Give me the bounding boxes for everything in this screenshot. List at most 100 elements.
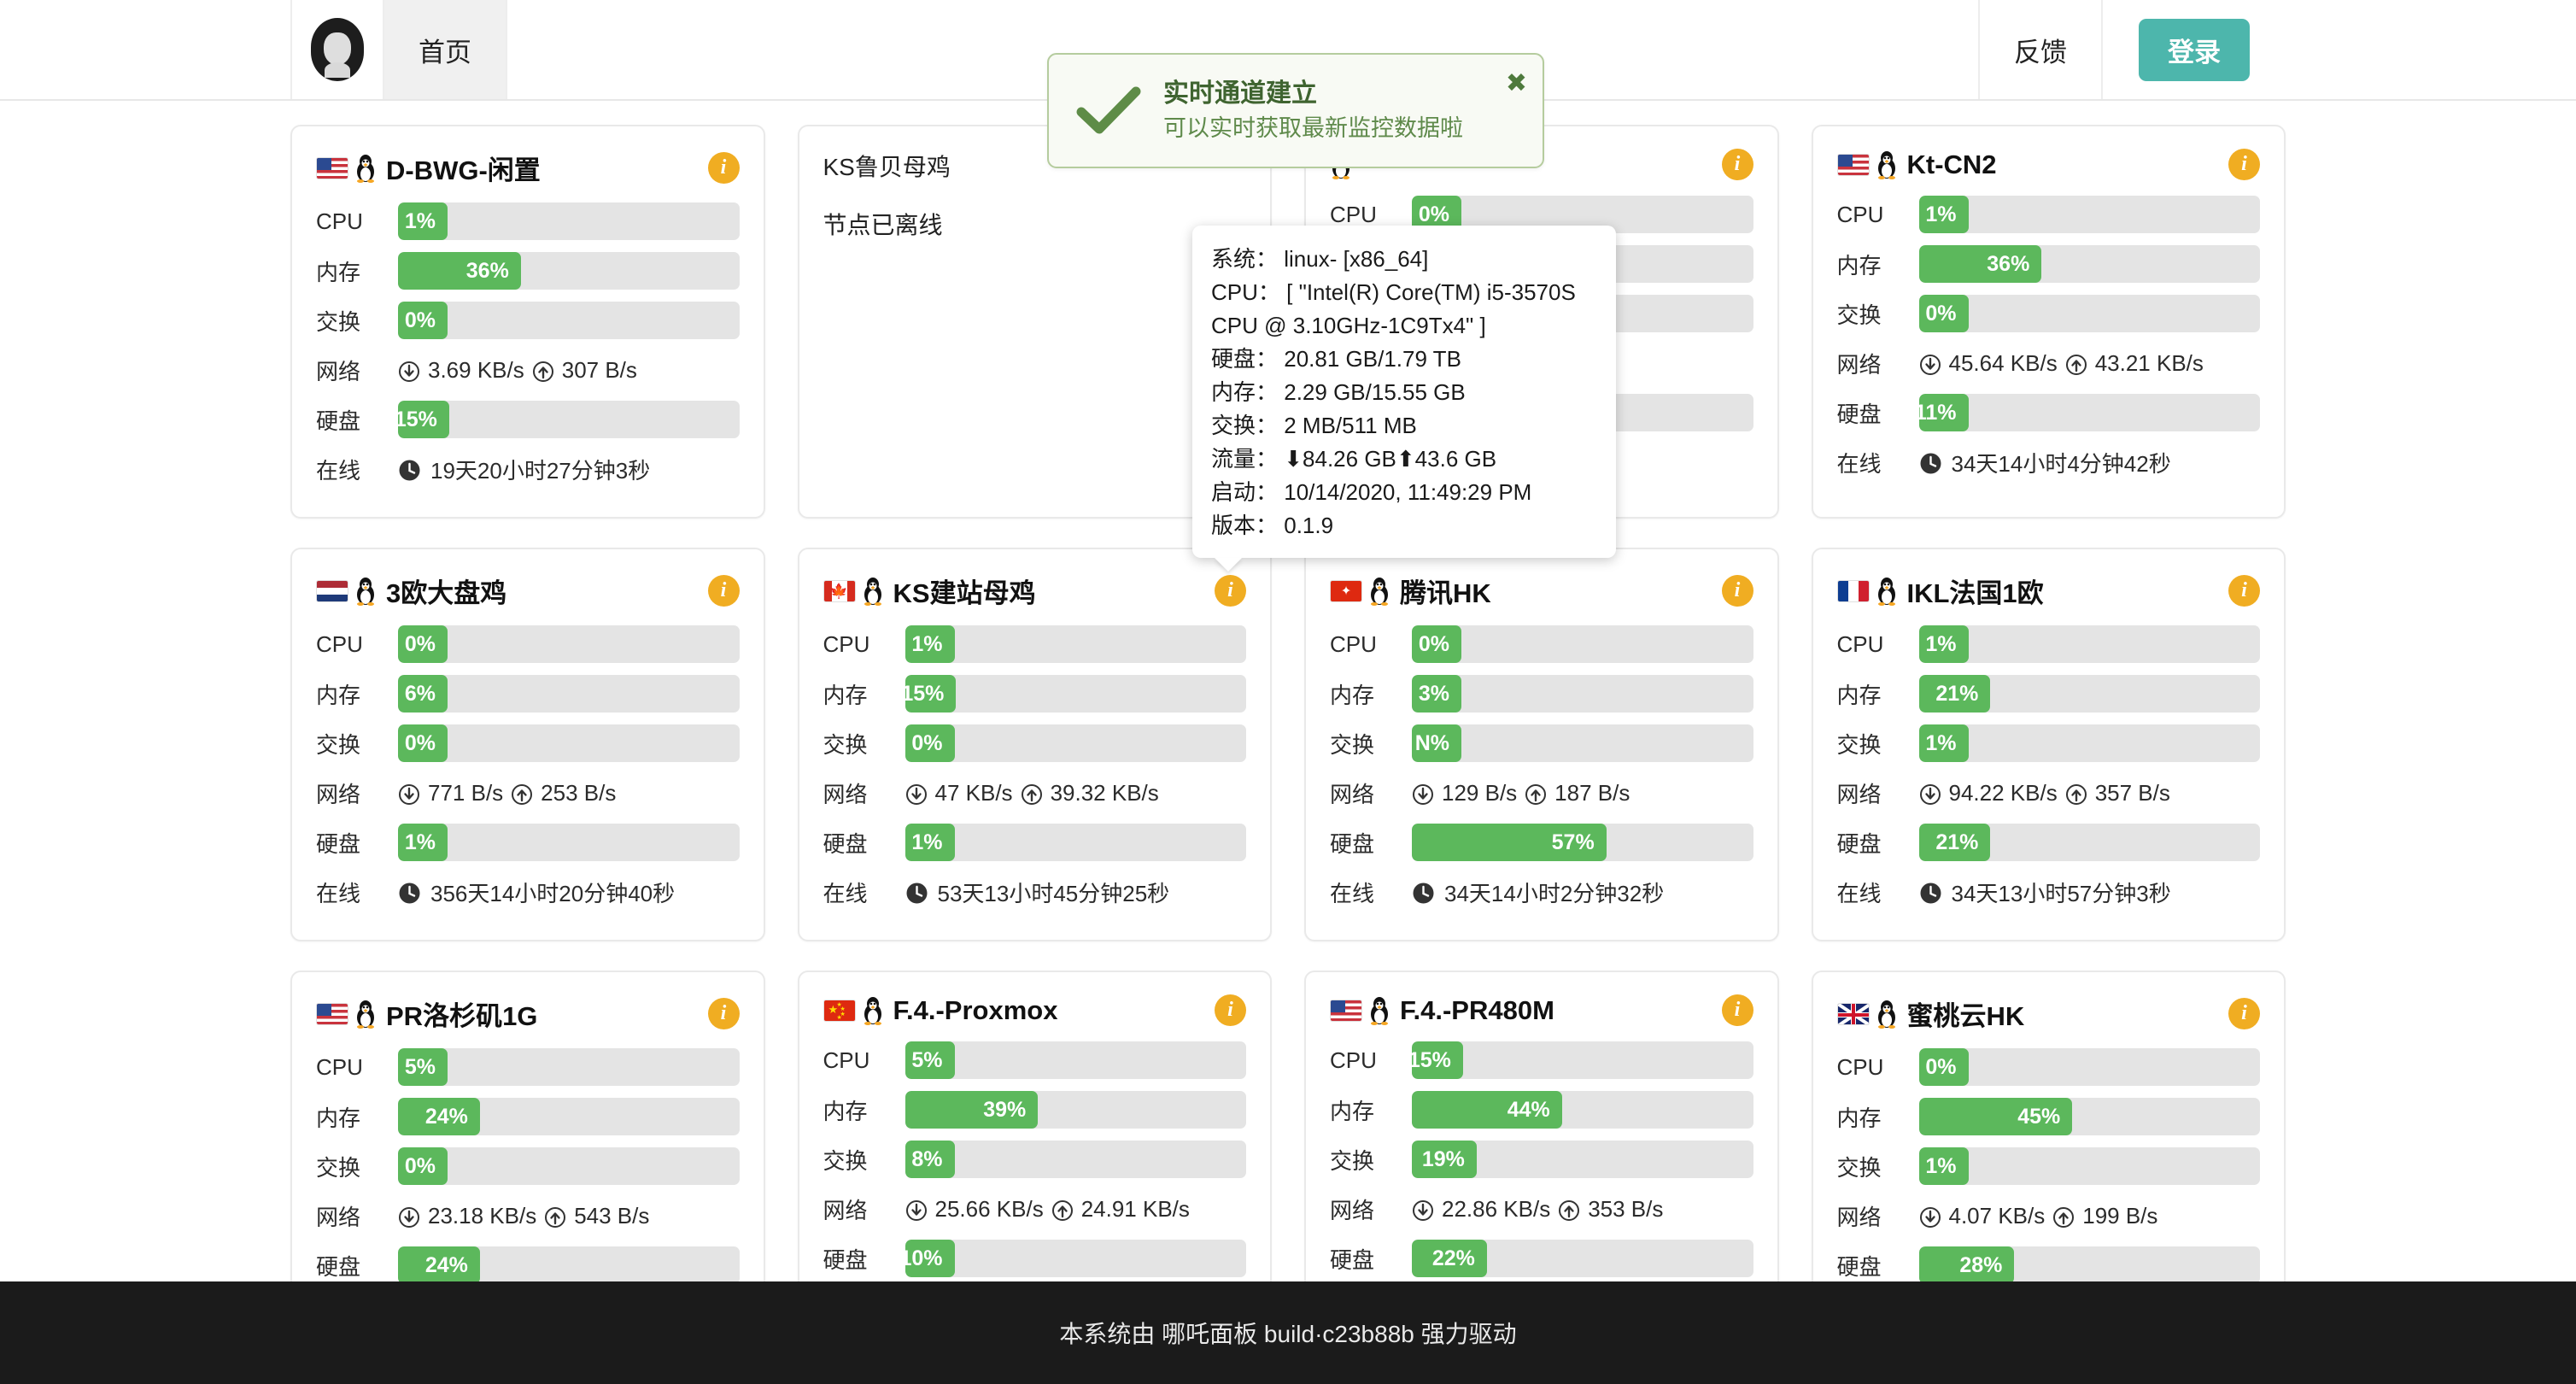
info-icon[interactable]: i [2228, 998, 2260, 1029]
metric-fill-memory: 24% [398, 1098, 480, 1135]
info-icon[interactable]: i [1215, 994, 1246, 1026]
info-icon[interactable]: i [707, 998, 740, 1029]
linux-tux-icon [357, 1000, 374, 1029]
server-card[interactable]: D-BWG-闲置 i CPU 1% 内存 36% 交换 0% 网络 3.69 KB/s 307 B/… [290, 125, 765, 519]
metric-cpu: CPU 0% [1330, 624, 1753, 665]
server-card-header: IKL法国1欧 i [1836, 572, 2260, 610]
metric-cpu: CPU 1% [1837, 624, 2260, 665]
network-download-value: 129 B/s [1442, 779, 1518, 806]
metric-fill-swap: 1% [1918, 1147, 1969, 1185]
metric-value-uptime: 356天14小时20分钟40秒 [398, 877, 740, 908]
metric-swap: 交换 N% [1330, 723, 1753, 764]
network-download-value: 25.66 KB/s [934, 1195, 1044, 1222]
clock-icon [1412, 879, 1435, 906]
close-icon[interactable]: ✖ [1505, 69, 1527, 97]
info-icon[interactable]: i [1215, 575, 1246, 607]
metric-track-cpu: 1% [905, 625, 1246, 663]
metric-track-disk: 21% [1918, 824, 2260, 861]
metric-value-uptime: 53天13小时45分钟25秒 [905, 877, 1247, 908]
upload-icon [532, 357, 554, 384]
metric-memory: 内存 3% [1330, 673, 1753, 714]
flag-icon-fr [1836, 579, 1870, 602]
metric-value-swap: 1% [1925, 1153, 1957, 1178]
info-icon[interactable]: i [1721, 575, 1753, 607]
metric-disk: 硬盘 57% [1330, 822, 1753, 863]
metric-label-cpu: CPU [823, 1047, 870, 1073]
metric-fill-swap: 1% [1918, 724, 1969, 762]
uptime-value: 34天14小时4分钟42秒 [1951, 450, 2171, 477]
metric-track-disk: 24% [398, 1246, 740, 1284]
tooltip-value: 20.81 GB/1.79 TB [1284, 346, 1461, 372]
metric-track-swap: 8% [905, 1141, 1246, 1178]
login-button[interactable]: 登录 [2139, 18, 2250, 81]
flag-icon-hk: ✦ [1330, 579, 1362, 602]
metric-track-swap: 0% [1918, 295, 2260, 332]
linux-tux-icon [1877, 577, 1895, 606]
metric-value-swap: 19% [1421, 1146, 1465, 1171]
download-icon [1412, 1196, 1434, 1223]
metric-fill-cpu: 5% [398, 1048, 448, 1086]
metric-value-cpu: 5% [404, 1054, 436, 1079]
metric-memory: 内存 6% [316, 673, 740, 714]
metric-value-disk: 21% [1935, 830, 1979, 854]
metric-value-disk: 22% [1431, 1246, 1475, 1270]
metric-uptime: 在线 34天13小时57分钟3秒 [1837, 871, 2261, 912]
uptime-value: 356天14小时20分钟40秒 [430, 880, 676, 906]
info-icon[interactable]: i [707, 575, 740, 607]
brand-logo-link[interactable] [290, 0, 384, 99]
metric-label-cpu: CPU [316, 1053, 363, 1080]
metric-track-memory: 21% [1918, 675, 2260, 713]
metric-label-disk: 硬盘 [1330, 1246, 1375, 1273]
metric-value-network: 45.64 KB/s 43.21 KB/s [1919, 350, 2261, 377]
download-icon [1412, 780, 1434, 806]
metric-disk: 硬盘 1% [316, 822, 740, 863]
tooltip-row: 内存： 2.29 GB/15.55 GB [1211, 376, 1597, 409]
metric-label-disk: 硬盘 [316, 830, 361, 857]
metric-value-cpu: 5% [911, 1047, 943, 1072]
download-icon [398, 1203, 420, 1229]
metric-cpu: CPU 0% [316, 624, 740, 665]
linux-tux-icon [357, 154, 374, 183]
metric-fill-cpu: 0% [398, 625, 448, 663]
server-name: Kt-CN2 [1906, 149, 1997, 179]
info-icon[interactable]: i [2228, 575, 2260, 607]
metric-value-memory: 39% [983, 1097, 1027, 1122]
network-download-value: 771 B/s [428, 779, 504, 806]
network-upload-value: 353 B/s [1588, 1195, 1664, 1222]
metric-track-swap: 0% [398, 302, 740, 339]
metric-fill-swap: 0% [398, 1147, 448, 1185]
server-name: F.4.-Proxmox [893, 994, 1058, 1025]
nav-item-feedback[interactable]: 反馈 [1978, 0, 2103, 99]
info-icon[interactable]: i [2228, 149, 2260, 180]
server-card[interactable]: 🍁 KS建站母鸡 i CPU 1% 内存 15% 交换 0% 网络 47 KB/s 39.32 KB/… [797, 548, 1272, 941]
metric-cpu: CPU 1% [316, 201, 740, 242]
network-download-value: 3.69 KB/s [428, 356, 524, 383]
uptime-value: 19天20小时27分钟3秒 [430, 457, 651, 484]
metric-fill-disk: 24% [398, 1246, 480, 1284]
metric-value-swap: 0% [404, 308, 436, 332]
metric-value-cpu: 1% [911, 631, 943, 656]
metric-value-memory: 21% [1935, 681, 1979, 706]
info-icon[interactable]: i [707, 152, 740, 184]
network-download-value: 23.18 KB/s [428, 1202, 537, 1229]
server-card[interactable]: 3欧大盘鸡 i CPU 0% 内存 6% 交换 0% 网络 771 B/s 253 B/s 硬盘 1% 在… [290, 548, 765, 941]
metric-disk: 硬盘 28% [1837, 1245, 2260, 1286]
nav-item-home[interactable]: 首页 [384, 0, 507, 99]
server-name: 蜜桃云HK [1906, 1001, 2025, 1031]
network-download-value: 94.22 KB/s [1948, 779, 2058, 806]
upload-icon [1525, 780, 1547, 806]
info-icon[interactable]: i [1721, 149, 1753, 180]
server-name: F.4.-PR480M [1400, 994, 1554, 1025]
server-card[interactable]: ✦ 腾讯HK i CPU 0% 内存 3% 交换 N% 网络 129 B/s 187 B/s 硬盘 57%… [1304, 548, 1779, 941]
linux-tux-icon [1368, 996, 1390, 1025]
tooltip-row: 系统： linux- [x86_64] [1211, 243, 1597, 276]
metric-track-disk: 1% [398, 824, 740, 861]
server-card[interactable]: IKL法国1欧 i CPU 1% 内存 21% 交换 1% 网络 94.22 KB/s 357 B/… [1811, 548, 2286, 941]
metric-disk: 硬盘 11% [1837, 392, 2260, 433]
tooltip-key: 交换： [1211, 413, 1279, 438]
server-card[interactable]: Kt-CN2 i CPU 1% 内存 36% 交换 0% 网络 45.64 KB/s 43.21 K… [1811, 125, 2286, 519]
metric-value-network: 4.07 KB/s 199 B/s [1919, 1203, 2261, 1229]
clock-icon [398, 456, 421, 483]
info-icon[interactable]: i [1721, 994, 1753, 1026]
metric-track-memory: 36% [1918, 245, 2260, 283]
